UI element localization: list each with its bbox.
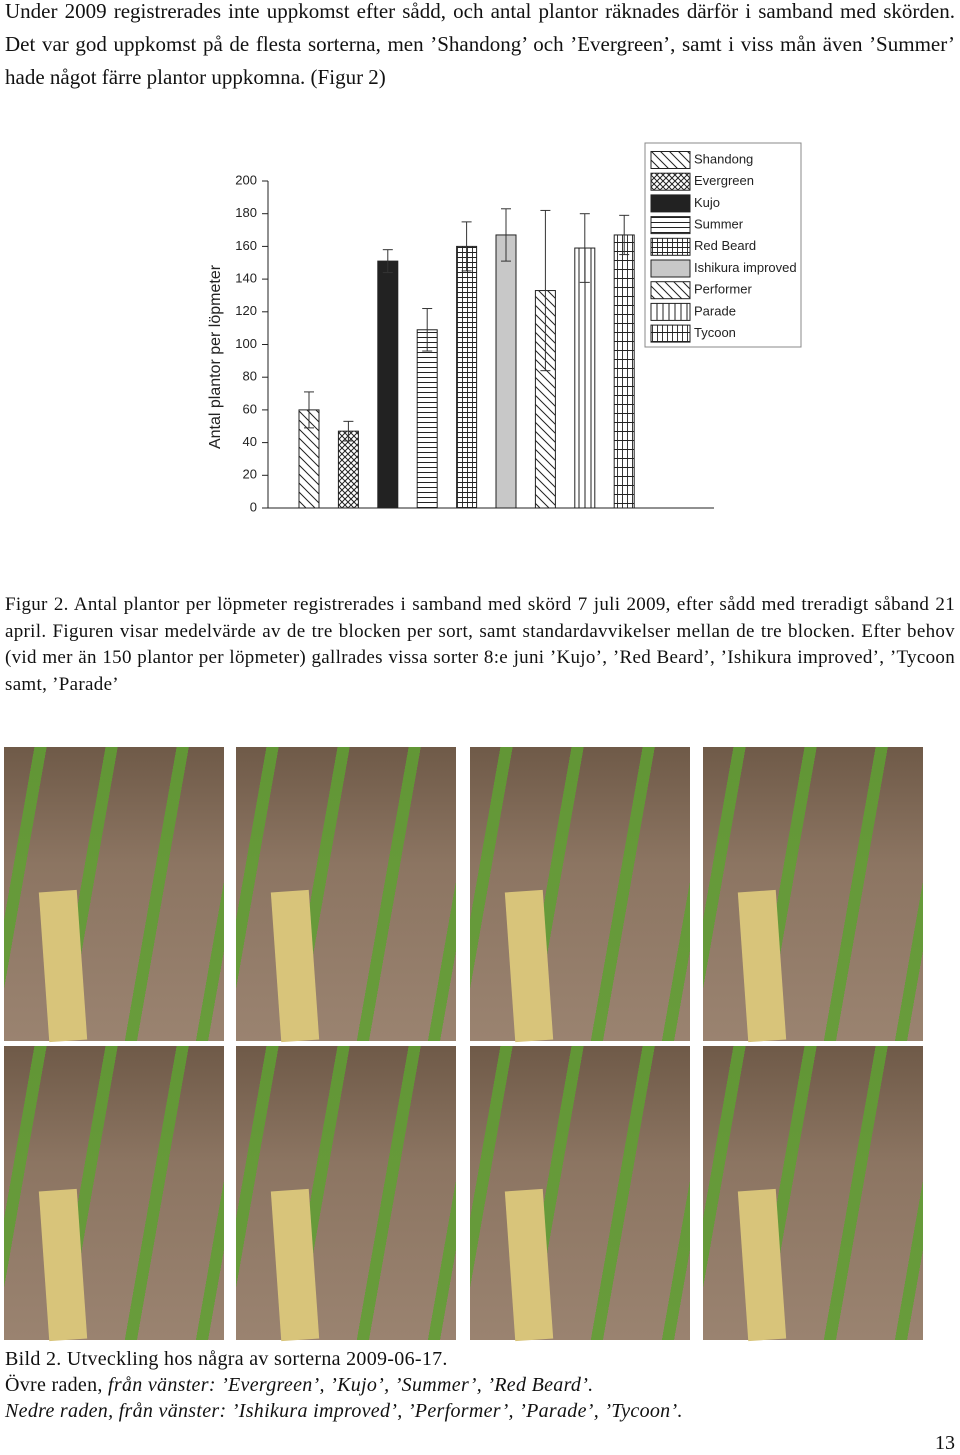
- bar: [495, 234, 517, 509]
- legend-label: Ishikura improved: [694, 260, 797, 275]
- legend-swatch: [650, 281, 691, 300]
- bar: [456, 245, 478, 509]
- y-tick-label: 0: [250, 499, 257, 514]
- bar: [574, 247, 596, 509]
- stake: [270, 889, 320, 1043]
- caption-lead: Övre raden,: [5, 1374, 108, 1396]
- legend-swatch: [650, 324, 691, 343]
- legend-swatch: [650, 302, 691, 321]
- y-tick-label: 60: [243, 401, 257, 416]
- stake: [270, 1188, 320, 1342]
- y-tick-label: 140: [235, 271, 257, 286]
- bar: [337, 430, 359, 509]
- legend-label: Performer: [694, 282, 752, 297]
- photo: [4, 1046, 224, 1342]
- page-number: 13: [935, 1432, 955, 1454]
- legend-swatch: [650, 151, 691, 169]
- legend-label: Evergreen: [694, 173, 754, 188]
- y-axis-label: Antal plantor per löpmeter: [207, 264, 224, 449]
- bar: [613, 234, 635, 509]
- stake: [38, 1188, 88, 1342]
- legend-swatch: [650, 259, 691, 278]
- bar: [377, 260, 399, 509]
- legend-label: Summer: [694, 217, 744, 232]
- photo: [470, 1046, 690, 1342]
- photo: [703, 1046, 923, 1342]
- legend-swatch: [650, 237, 691, 256]
- photo-caption-upper: Övre raden, från vänster: ’Evergreen’, ’…: [5, 1372, 955, 1399]
- legend-swatch: [650, 194, 691, 213]
- stake: [504, 889, 554, 1043]
- photo: [703, 747, 923, 1043]
- legend-swatch: [650, 172, 691, 191]
- y-tick-label: 80: [243, 369, 257, 384]
- legend-label: Red Beard: [694, 238, 756, 253]
- photo-caption-lower: Nedre raden, från vänster: ’Ishikura imp…: [5, 1400, 683, 1422]
- stake: [737, 889, 787, 1043]
- photo: [236, 747, 456, 1043]
- legend-label: Tycoon: [694, 325, 736, 340]
- photo: [470, 747, 690, 1043]
- photo: [236, 1046, 456, 1342]
- photo: [4, 747, 224, 1043]
- figure-caption: Figur 2. Antal plantor per löpmeter regi…: [5, 594, 955, 695]
- paragraph: Under 2009 registrerades inte uppkomst e…: [5, 0, 955, 89]
- y-tick-label: 200: [235, 172, 257, 187]
- y-tick-label: 100: [235, 336, 257, 351]
- legend-box: [644, 142, 802, 348]
- photo-caption-title: Bild 2. Utveckling hos några av sorterna…: [5, 1348, 448, 1370]
- y-tick-label: 180: [235, 205, 257, 220]
- chart: 0 20 40 60 80 100 120 140 160 180 200 Antal plantor…: [207, 142, 802, 514]
- bar: [416, 329, 438, 509]
- legend-label: Shandong: [694, 151, 753, 166]
- caption-rest: från vänster: ’Evergreen’, ’Kujo’, ’Summ…: [108, 1374, 594, 1396]
- legend-label: Kujo: [694, 195, 720, 210]
- y-tick-label: 40: [243, 434, 257, 449]
- legend-label: Parade: [694, 303, 736, 318]
- legend-swatch: [650, 216, 691, 235]
- y-tick-label: 120: [235, 303, 257, 318]
- y-tick-label: 20: [243, 467, 257, 482]
- stake: [737, 1188, 787, 1342]
- stake: [38, 889, 88, 1043]
- stake: [504, 1188, 554, 1342]
- y-tick-label: 160: [235, 238, 257, 253]
